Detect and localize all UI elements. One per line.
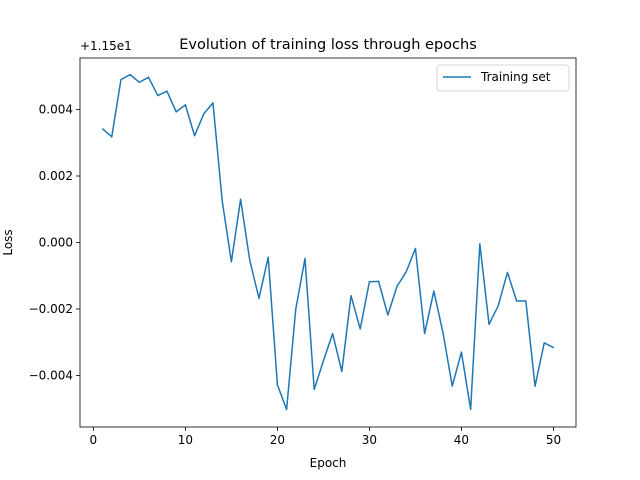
- data-point: [433, 290, 435, 292]
- data-point: [258, 297, 260, 299]
- data-point: [129, 74, 131, 76]
- data-point: [506, 271, 509, 274]
- data-point: [239, 198, 242, 200]
- data-point: [147, 76, 150, 78]
- data-point: [424, 332, 426, 335]
- data-point: [350, 295, 352, 297]
- data-point: [460, 351, 463, 353]
- data-point: [120, 79, 122, 81]
- data-point: [203, 113, 205, 115]
- data-point: [451, 385, 453, 387]
- y-tick-label: −0.002: [29, 302, 73, 316]
- data-point: [249, 259, 251, 262]
- x-tick-label: 0: [90, 433, 98, 447]
- y-axis-label: Loss: [1, 229, 15, 255]
- data-point: [111, 136, 113, 138]
- data-point: [295, 308, 297, 310]
- chart-title: Evolution of training loss through epoch…: [179, 37, 477, 53]
- x-axis-label: Epoch: [310, 456, 347, 470]
- data-point: [479, 243, 481, 245]
- data-point: [387, 314, 389, 316]
- data-point: [414, 247, 417, 250]
- data-point: [101, 128, 104, 130]
- data-point: [138, 81, 140, 83]
- y-tick-label: −0.004: [29, 368, 73, 382]
- data-point: [157, 94, 159, 97]
- y-tick-label: 0.000: [39, 236, 73, 250]
- data-point: [534, 385, 536, 387]
- data-point: [166, 90, 168, 92]
- data-point: [221, 200, 223, 202]
- data-point: [267, 256, 269, 258]
- legend-label-training-set: Training set: [480, 70, 551, 84]
- data-point: [322, 360, 324, 362]
- data-point: [442, 332, 444, 334]
- y-offset-label: +1.15e1: [80, 39, 132, 53]
- legend-box: [436, 64, 570, 92]
- x-tick-label: 10: [178, 433, 193, 447]
- data-point: [516, 300, 518, 302]
- plot-area: [80, 58, 576, 427]
- data-point: [175, 111, 177, 113]
- data-point: [368, 281, 371, 283]
- data-point: [543, 342, 545, 344]
- data-point: [313, 388, 315, 391]
- data-point: [230, 261, 232, 263]
- data-point: [276, 384, 278, 386]
- data-point: [193, 135, 196, 137]
- x-tick-label: 40: [454, 433, 469, 447]
- data-point: [488, 323, 490, 325]
- data-point: [497, 305, 499, 307]
- legend: Training set: [436, 64, 570, 92]
- data-point: [525, 300, 527, 302]
- y-tick-label: 0.002: [39, 169, 73, 183]
- data-point: [341, 370, 343, 373]
- data-point: [405, 271, 407, 273]
- data-points: [101, 74, 555, 410]
- data-point: [285, 408, 288, 410]
- data-point: [378, 280, 380, 282]
- x-tick-label: 20: [270, 433, 285, 447]
- plot-frame: [79, 57, 577, 428]
- x-tick-label: 30: [362, 433, 377, 447]
- x-tick-label: 50: [546, 433, 561, 447]
- training-set-line: [102, 73, 554, 411]
- data-point: [332, 332, 334, 335]
- data-point: [304, 257, 306, 260]
- y-tick-label: 0.004: [39, 103, 73, 117]
- data-point: [184, 104, 186, 106]
- axis-ticks: 0 10 20 30 40 50 −0.004 −0.002 0.000 0.002 0.004: [29, 103, 562, 447]
- data-point: [470, 408, 472, 410]
- data-point: [552, 346, 555, 349]
- data-point: [212, 102, 214, 104]
- data-point: [359, 328, 361, 330]
- data-point: [396, 285, 398, 287]
